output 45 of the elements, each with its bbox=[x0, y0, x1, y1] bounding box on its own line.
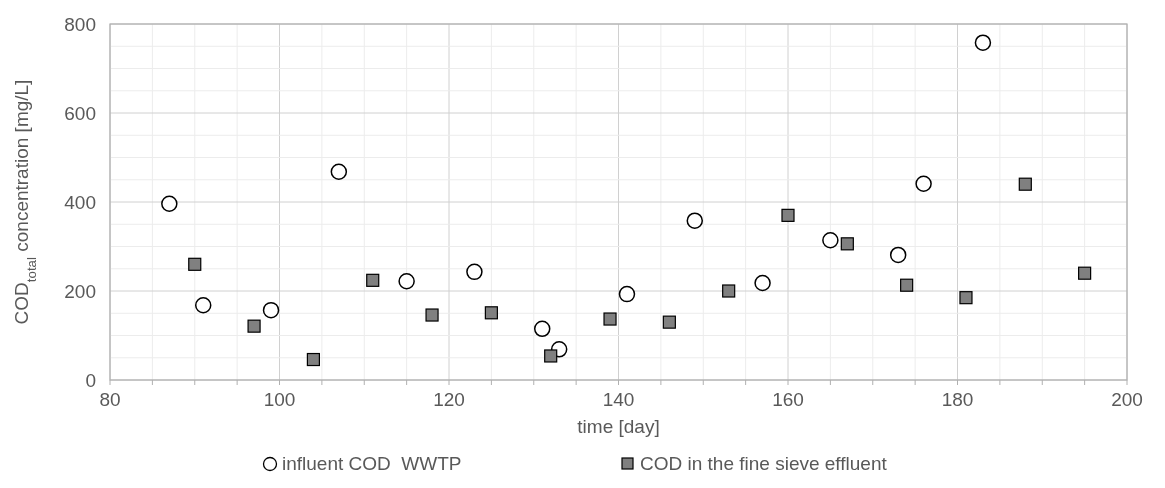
x-tick-label: 120 bbox=[433, 389, 465, 410]
x-tick-label: 180 bbox=[941, 389, 974, 410]
point bbox=[754, 274, 771, 292]
point bbox=[603, 312, 617, 326]
point bbox=[686, 212, 704, 229]
point bbox=[398, 272, 415, 290]
point bbox=[262, 301, 280, 319]
x-tick-label: 200 bbox=[1111, 389, 1143, 410]
point bbox=[889, 246, 907, 264]
y-tick-label: 0 bbox=[85, 370, 96, 391]
point bbox=[247, 319, 261, 333]
point bbox=[330, 163, 348, 180]
point bbox=[915, 175, 932, 193]
point bbox=[466, 263, 483, 281]
x-tick-label: 160 bbox=[772, 389, 804, 410]
point bbox=[662, 315, 676, 329]
y-tick-label: 600 bbox=[64, 103, 96, 124]
point bbox=[1078, 266, 1092, 280]
point bbox=[618, 285, 636, 303]
legend-label: influent COD WWTP bbox=[282, 453, 462, 474]
point bbox=[959, 291, 973, 305]
point bbox=[722, 284, 736, 298]
legend-label: COD in the fine sieve effluent bbox=[640, 453, 888, 474]
point bbox=[188, 257, 202, 271]
point bbox=[366, 273, 380, 287]
point bbox=[533, 320, 551, 338]
x-axis-title: time [day] bbox=[577, 416, 660, 437]
x-tick-label: 80 bbox=[99, 389, 121, 410]
x-tick-label: 100 bbox=[263, 389, 296, 410]
point bbox=[544, 349, 558, 363]
y-tick-label: 400 bbox=[64, 192, 96, 213]
point bbox=[194, 296, 212, 314]
x-tick-label: 140 bbox=[602, 389, 635, 410]
point bbox=[900, 278, 914, 292]
point bbox=[840, 237, 854, 251]
point bbox=[1018, 177, 1032, 191]
point bbox=[974, 34, 992, 51]
y-tick-label: 200 bbox=[64, 281, 96, 302]
point bbox=[161, 195, 178, 213]
point bbox=[781, 208, 795, 222]
y-tick-label: 800 bbox=[64, 14, 96, 35]
point bbox=[306, 352, 320, 367]
point bbox=[484, 306, 498, 320]
point bbox=[822, 232, 839, 249]
point bbox=[425, 308, 439, 322]
